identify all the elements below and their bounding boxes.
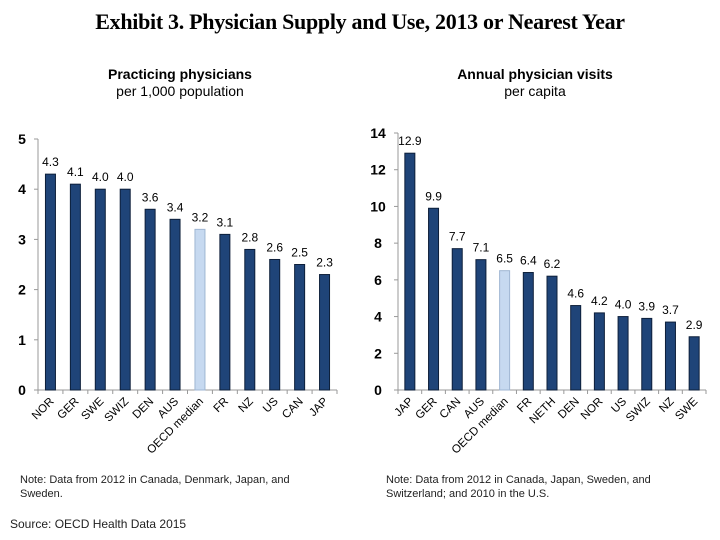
right-category-label: NETH: [527, 396, 558, 427]
left-bar-oecd-median: [194, 228, 206, 391]
right-category-label: DEN: [556, 396, 582, 422]
left-bar: [244, 248, 256, 391]
left-bar: [169, 218, 181, 391]
right-bar: [617, 316, 629, 391]
right-bar: [428, 207, 440, 391]
right-value-label: 3.9: [638, 299, 655, 313]
left-category-label: SWE: [79, 395, 106, 422]
right-y-tick-label: 12: [370, 162, 386, 178]
right-y-tick-label: 2: [374, 345, 382, 361]
source-note: Source: OECD Health Data 2015: [10, 517, 187, 531]
left-value-label: 3.2: [192, 210, 209, 224]
right-value-label: 6.2: [544, 257, 561, 271]
right-chart-title-block: Annual physician visits per capita: [415, 66, 655, 100]
right-value-label: 2.9: [686, 318, 703, 332]
left-chart-subtitle: per 1,000 population: [116, 83, 244, 99]
right-category-label: SWE: [673, 395, 700, 422]
left-chart-title-block: Practicing physicians per 1,000 populati…: [60, 66, 300, 100]
left-value-label: 2.8: [241, 230, 258, 244]
right-category-label: FR: [515, 396, 534, 415]
right-value-label: 6.4: [520, 254, 537, 268]
left-y-tick-label: 5: [18, 131, 26, 147]
left-category-label: NZ: [237, 396, 256, 415]
right-value-label: 4.6: [567, 287, 584, 301]
right-bar-oecd-median: [499, 270, 511, 391]
left-value-label: 3.6: [142, 190, 159, 204]
right-value-label: 7.7: [449, 230, 466, 244]
right-y-tick-label: 14: [370, 125, 386, 141]
left-chart-title: Practicing physicians: [108, 66, 252, 82]
left-category-label: CAN: [280, 396, 306, 422]
right-bar: [570, 305, 582, 391]
right-bar: [404, 152, 416, 391]
left-value-label: 4.1: [67, 165, 84, 179]
left-bar: [319, 274, 331, 391]
left-bar: [69, 183, 81, 391]
left-y-tick-label: 1: [18, 332, 26, 348]
left-value-label: 3.4: [167, 200, 184, 214]
right-bar: [664, 321, 676, 391]
left-value-label: 2.5: [291, 246, 308, 260]
right-category-label: NOR: [579, 396, 606, 423]
right-bar: [522, 272, 534, 391]
left-value-label: 2.3: [316, 256, 333, 270]
right-value-label: 6.5: [496, 252, 513, 266]
left-y-tick-label: 0: [18, 382, 26, 398]
right-bar: [475, 259, 487, 391]
right-value-label: 12.9: [398, 134, 422, 148]
right-value-label: 9.9: [425, 189, 442, 203]
right-y-tick-label: 10: [370, 198, 386, 214]
right-category-label: JAP: [393, 395, 417, 419]
left-bar: [119, 188, 131, 391]
left-value-label: 4.0: [92, 170, 109, 184]
left-value-label: 2.6: [266, 240, 283, 254]
exhibit-title: Exhibit 3. Physician Supply and Use, 201…: [95, 9, 625, 34]
right-y-tick-label: 6: [374, 272, 382, 288]
right-y-tick-label: 8: [374, 235, 382, 251]
right-category-label: CAN: [438, 396, 464, 422]
right-value-label: 3.7: [662, 303, 679, 317]
right-bar: [688, 336, 700, 391]
left-category-label: NOR: [30, 396, 57, 423]
left-category-label: JAP: [307, 395, 331, 419]
right-y-tick-label: 0: [374, 382, 382, 398]
right-category-label: GER: [414, 396, 440, 422]
left-bar: [294, 264, 306, 391]
left-bar: [269, 258, 281, 391]
left-bar: [44, 173, 56, 391]
left-category-label: SWIZ: [103, 396, 132, 425]
right-category-label: NZ: [657, 396, 676, 415]
right-chart-note: Note: Data from 2012 in Canada, Japan, S…: [386, 474, 651, 500]
left-bar: [144, 208, 156, 391]
left-bar: [94, 188, 106, 391]
right-y-tick-label: 4: [374, 309, 382, 325]
right-bar: [593, 312, 605, 391]
right-value-label: 4.2: [591, 294, 608, 308]
left-category-label: DEN: [131, 396, 157, 422]
right-category-label: SWIZ: [624, 396, 653, 425]
right-bar: [451, 248, 463, 391]
left-category-label: US: [261, 395, 281, 415]
right-chart-subtitle: per capita: [504, 83, 566, 99]
left-bar: [219, 233, 231, 391]
left-y-tick-label: 2: [18, 282, 26, 298]
right-bar: [546, 275, 558, 391]
right-value-label: 4.0: [615, 298, 632, 312]
left-category-label: GER: [55, 396, 81, 422]
right-bar: [641, 317, 653, 391]
left-value-label: 4.3: [42, 155, 59, 169]
left-value-label: 4.0: [117, 170, 134, 184]
left-category-label: FR: [212, 396, 231, 415]
left-y-tick-label: 3: [18, 231, 26, 247]
left-value-label: 3.1: [217, 215, 234, 229]
left-y-tick-label: 4: [18, 181, 26, 197]
right-chart-title: Annual physician visits: [457, 66, 613, 82]
left-chart-note: Note: Data from 2012 in Canada, Denmark,…: [20, 474, 290, 500]
right-value-label: 7.1: [473, 241, 490, 255]
